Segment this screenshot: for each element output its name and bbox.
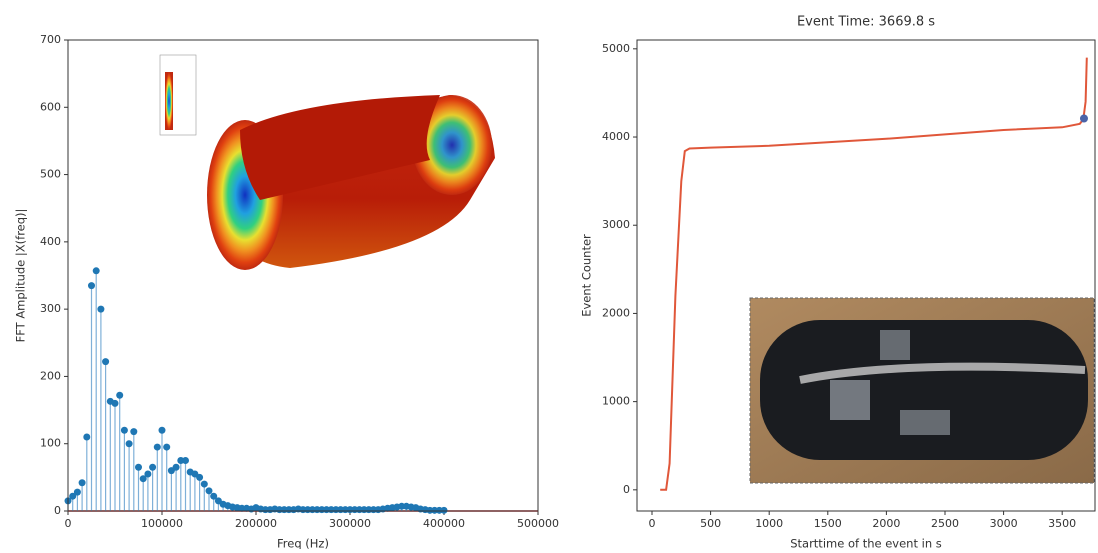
y-axis-label: FFT Amplitude |X(freq)|	[14, 209, 28, 343]
x-axis-label: Freq (Hz)	[277, 537, 329, 550]
y-tick-label: 100	[40, 437, 61, 450]
stem-marker	[97, 306, 104, 313]
x-tick-label: 400000	[423, 517, 465, 530]
x-tick-label: 200000	[235, 517, 277, 530]
x-tick-label: 3000	[990, 517, 1018, 530]
stem-marker	[126, 440, 133, 447]
stem-marker	[121, 427, 128, 434]
stem-marker	[196, 474, 203, 481]
fea-render	[160, 55, 495, 270]
y-tick-label: 3000	[602, 218, 630, 231]
stem-marker	[135, 464, 142, 471]
stem-marker	[163, 444, 170, 451]
y-tick-label: 5000	[602, 42, 630, 55]
y-tick-label: 600	[40, 100, 61, 113]
x-tick-label: 300000	[329, 517, 371, 530]
y-tick-label: 500	[40, 168, 61, 181]
stem-marker	[144, 470, 151, 477]
stem-marker	[149, 464, 156, 471]
stem-marker	[93, 267, 100, 274]
stem-marker	[88, 282, 95, 289]
dashboard: 0100200300400500600700010000020000030000…	[0, 0, 1098, 549]
stem-marker	[130, 428, 137, 435]
y-tick-label: 4000	[602, 130, 630, 143]
y-axis-label: Event Counter	[580, 234, 594, 317]
y-tick-label: 200	[40, 369, 61, 382]
stem-marker	[102, 358, 109, 365]
stem-marker	[182, 457, 189, 464]
stem-marker	[116, 392, 123, 399]
x-tick-label: 1000	[755, 517, 783, 530]
stem-marker	[154, 444, 161, 451]
x-tick-label: 500000	[517, 517, 559, 530]
stem-marker	[112, 400, 119, 407]
y-tick-label: 300	[40, 302, 61, 315]
y-tick-label: 1000	[602, 395, 630, 408]
photo-inset	[750, 298, 1094, 483]
y-tick-label: 700	[40, 33, 61, 46]
stem-marker	[173, 464, 180, 471]
stem-marker	[79, 479, 86, 486]
stem-marker	[201, 481, 208, 488]
stem-marker	[441, 507, 448, 514]
y-tick-label: 0	[623, 483, 630, 496]
y-tick-label: 400	[40, 235, 61, 248]
x-tick-label: 100000	[141, 517, 183, 530]
current-marker	[1080, 115, 1088, 123]
stem-marker	[83, 433, 90, 440]
x-tick-label: 0	[65, 517, 72, 530]
x-tick-label: 500	[700, 517, 721, 530]
y-tick-label: 2000	[602, 306, 630, 319]
x-tick-label: 1500	[814, 517, 842, 530]
x-tick-label: 0	[649, 517, 656, 530]
x-tick-label: 3500	[1048, 517, 1076, 530]
x-axis-label: Starttime of the event in s	[790, 537, 942, 550]
x-tick-label: 2000	[872, 517, 900, 530]
y-tick-label: 0	[54, 504, 61, 517]
stem-marker	[159, 427, 166, 434]
stem-marker	[74, 489, 81, 496]
x-tick-label: 2500	[931, 517, 959, 530]
chart-title: Event Time: 3669.8 s	[797, 15, 935, 30]
stem-marker	[206, 487, 213, 494]
